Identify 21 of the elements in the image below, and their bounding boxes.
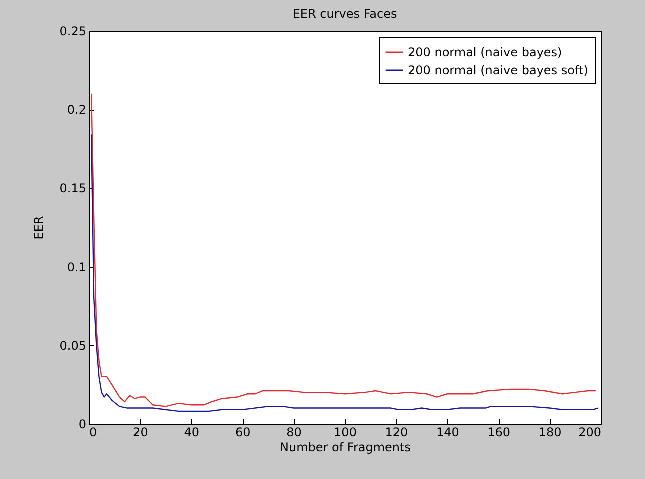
x-tick-label: 200 xyxy=(578,426,602,440)
y-tick-label: 0.25 xyxy=(60,24,86,38)
y-tick-label: 0.1 xyxy=(67,260,86,274)
x-tick-label: 80 xyxy=(286,426,302,440)
y-tick-label: 0.05 xyxy=(60,338,86,353)
x-tick-label: 60 xyxy=(235,426,251,440)
x-tick-label: 160 xyxy=(488,426,511,440)
x-tick-label: 100 xyxy=(334,426,357,440)
x-tick-label: 140 xyxy=(436,426,460,440)
y-tick-label: 0.15 xyxy=(60,182,86,196)
y-tick-label: 0.2 xyxy=(67,103,86,118)
x-tick-label: 0 xyxy=(90,426,98,440)
x-tick-label: 180 xyxy=(538,426,562,440)
x-axis-title: Number of Fragments xyxy=(280,440,411,454)
x-tick-label: 40 xyxy=(184,426,200,440)
chart-title: EER curves Faces xyxy=(292,7,398,21)
x-tick-label: 20 xyxy=(133,426,148,440)
y-axis-title: EER xyxy=(32,216,46,240)
x-tick-label: 120 xyxy=(385,426,408,440)
legend-label: 200 normal (naive bayes soft) xyxy=(408,64,588,78)
legend-label: 200 normal (naive bayes) xyxy=(408,46,562,60)
